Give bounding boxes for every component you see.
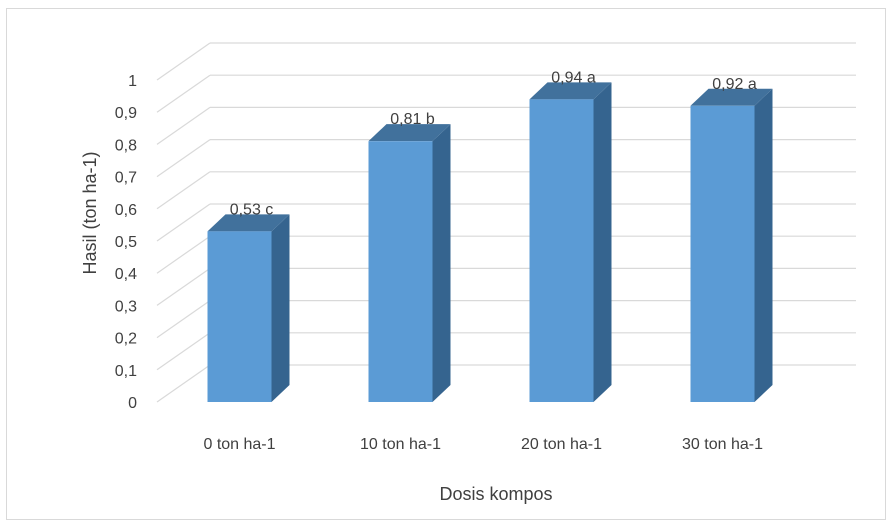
bar-top — [690, 88, 773, 106]
y-tick-label: 1 — [128, 73, 137, 90]
gridline-depth — [156, 106, 211, 145]
bar — [368, 124, 451, 403]
y-tick-label: 0,4 — [115, 266, 137, 283]
bar-top — [207, 214, 290, 232]
x-tick-label: 20 ton ha-1 — [521, 436, 602, 453]
gridline-depth — [156, 139, 211, 178]
y-tick-label: 0,9 — [115, 105, 137, 122]
data-labels: 0,53 c 0,81 b 0,94 a 0,92 a — [230, 69, 757, 218]
y-tick-label: 0,1 — [115, 363, 137, 380]
y-tick-labels: 0 0,1 0,2 0,3 0,4 0,5 0,6 0,7 0,8 0,9 1 — [115, 73, 137, 412]
gridline-depth — [156, 203, 211, 242]
bar-side — [432, 124, 451, 403]
bar — [690, 88, 773, 402]
x-axis-title: Dosis kompos — [439, 484, 552, 504]
bar-front — [529, 99, 594, 402]
gridline-depth — [156, 74, 211, 113]
y-tick-label: 0,3 — [115, 298, 137, 315]
data-label: 0,53 c — [230, 201, 274, 218]
bar-front — [690, 105, 755, 402]
y-tick-label: 0,2 — [115, 331, 137, 348]
gridline-depth — [156, 364, 211, 403]
y-tick-label: 0,8 — [115, 137, 137, 154]
x-tick-label: 30 ton ha-1 — [682, 436, 763, 453]
bar-top — [529, 82, 612, 100]
data-label: 0,94 a — [551, 69, 596, 86]
gridline-depth — [156, 235, 211, 274]
gridline-depth — [156, 332, 211, 371]
y-tick-label: 0 — [128, 395, 137, 412]
y-tick-label: 0,5 — [115, 234, 137, 251]
bar-front — [368, 141, 433, 402]
x-tick-label: 0 ton ha-1 — [203, 436, 275, 453]
gridline-depth — [156, 42, 211, 81]
data-label: 0,92 a — [712, 76, 757, 93]
gridline-depth — [156, 171, 211, 210]
x-tick-labels: 0 ton ha-1 10 ton ha-1 20 ton ha-1 30 ton h… — [203, 436, 763, 453]
bar — [529, 82, 612, 402]
bar-side — [593, 82, 612, 402]
bar-top — [368, 124, 451, 142]
gridline-depth — [156, 300, 211, 339]
bar-side — [754, 88, 773, 402]
x-tick-label: 10 ton ha-1 — [360, 436, 441, 453]
y-axis-title: Hasil (ton ha-1) — [80, 151, 100, 274]
bar-side — [271, 214, 290, 402]
bar-front — [207, 231, 272, 402]
y-tick-label: 0,6 — [115, 202, 137, 219]
bar — [207, 214, 290, 402]
y-tick-label: 0,7 — [115, 170, 137, 187]
gridline-depth — [156, 267, 211, 306]
data-label: 0,81 b — [390, 111, 435, 128]
bars — [207, 82, 773, 403]
